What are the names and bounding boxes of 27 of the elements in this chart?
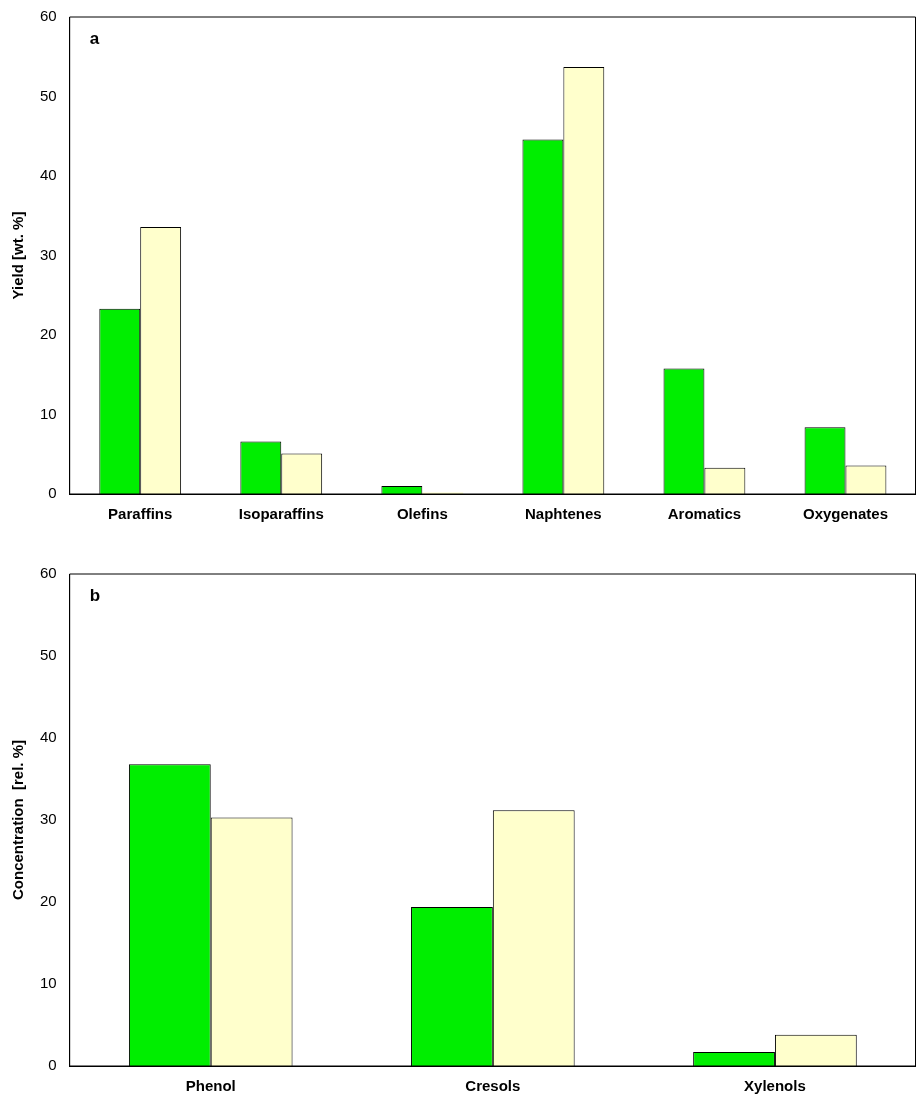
x-tick-label: Phenol	[185, 1077, 236, 1095]
x-tick-label: Cresols	[465, 1077, 521, 1095]
y-tick-label: 10	[40, 404, 57, 422]
x-tick-label: Oxygenates	[802, 505, 888, 523]
x-tick-label: Paraffins	[108, 505, 173, 523]
y-tick-label: 60	[40, 7, 57, 25]
y-axis-title: Concentration [rel. %]	[9, 739, 27, 901]
y-tick-label: 50	[40, 86, 57, 104]
y-tick-label: 60	[40, 564, 57, 582]
y-tick-label: 40	[40, 728, 57, 746]
y-tick-label: 30	[40, 245, 57, 263]
annotation: b	[89, 586, 101, 606]
y-tick-label: 30	[40, 810, 57, 828]
y-tick-label: 50	[40, 646, 57, 664]
x-tick-label: Aromatics	[667, 505, 742, 523]
x-tick-label: Olefins	[396, 505, 448, 523]
x-tick-label: Xylenols	[744, 1077, 806, 1095]
annotation: a	[89, 29, 100, 49]
y-axis-title: Yield [wt. %]	[9, 211, 27, 300]
y-tick-label: 0	[48, 1056, 57, 1074]
y-tick-label: 20	[40, 892, 57, 910]
y-tick-label: 40	[40, 166, 57, 184]
y-tick-label: 0	[48, 484, 57, 502]
y-tick-label: 20	[40, 325, 57, 343]
y-tick-label: 10	[40, 974, 57, 992]
x-tick-label: Naphtenes	[525, 505, 602, 523]
x-tick-label: Isoparaffins	[238, 505, 324, 523]
